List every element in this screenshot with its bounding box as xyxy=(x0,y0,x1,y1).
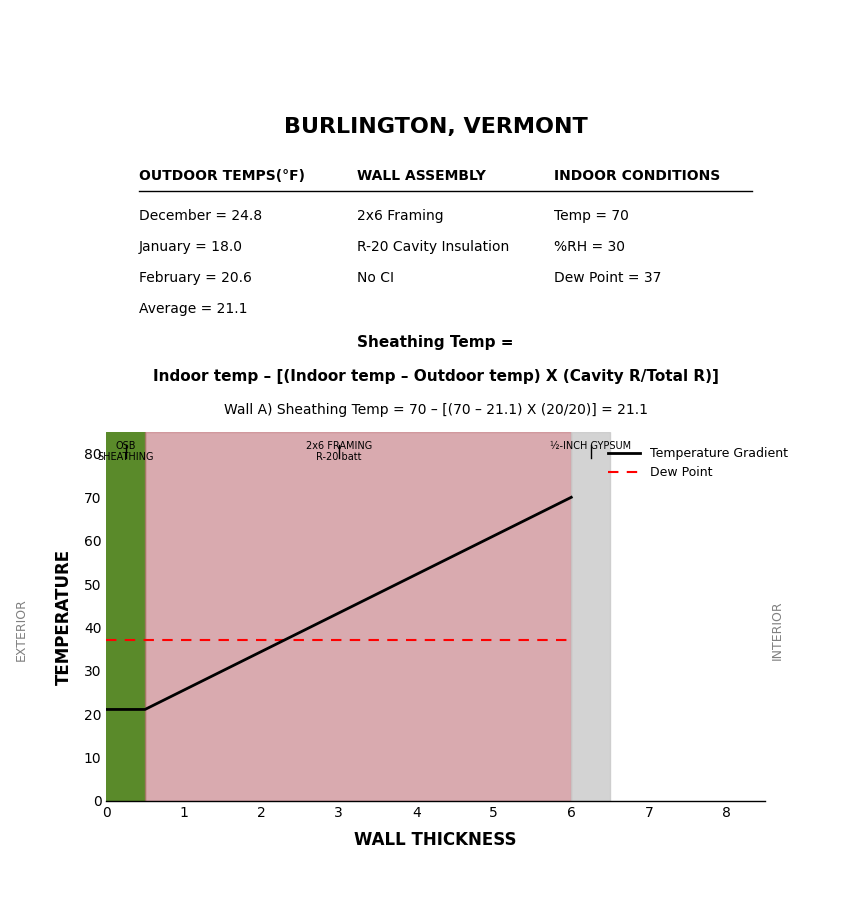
Text: Sheathing Temp =: Sheathing Temp = xyxy=(357,336,514,350)
Text: OSB
SHEATHING: OSB SHEATHING xyxy=(98,441,154,463)
Text: EXTERIOR: EXTERIOR xyxy=(14,598,28,662)
Text: Wall A) Sheathing Temp = 70 – [(70 – 21.1) X (20/20)] = 21.1: Wall A) Sheathing Temp = 70 – [(70 – 21.… xyxy=(224,403,648,417)
Text: February = 20.6: February = 20.6 xyxy=(139,271,252,285)
Bar xyxy=(106,432,145,801)
Text: No CI: No CI xyxy=(357,271,394,285)
Text: ½-INCH GYPSUM: ½-INCH GYPSUM xyxy=(550,441,632,451)
Y-axis label: TEMPERATURE: TEMPERATURE xyxy=(54,548,72,685)
Bar xyxy=(571,432,610,801)
Text: Indoor temp – [(Indoor temp – Outdoor temp) X (Cavity R/Total R)]: Indoor temp – [(Indoor temp – Outdoor te… xyxy=(153,369,718,384)
Text: 2x6 Framing: 2x6 Framing xyxy=(357,210,443,223)
Legend: Temperature Gradient, Dew Point: Temperature Gradient, Dew Point xyxy=(604,442,792,484)
Text: December = 24.8: December = 24.8 xyxy=(139,210,263,223)
Text: INDOOR CONDITIONS: INDOOR CONDITIONS xyxy=(554,169,721,184)
Text: Dew Point = 37: Dew Point = 37 xyxy=(554,271,661,285)
Text: Average = 21.1: Average = 21.1 xyxy=(139,302,247,316)
Text: INTERIOR: INTERIOR xyxy=(771,600,785,660)
Text: Temp = 70: Temp = 70 xyxy=(554,210,629,223)
X-axis label: WALL THICKNESS: WALL THICKNESS xyxy=(354,831,517,849)
Text: %RH = 30: %RH = 30 xyxy=(554,240,626,254)
Bar xyxy=(145,432,571,801)
Text: WALL ASSEMBLY: WALL ASSEMBLY xyxy=(357,169,485,184)
Text: BURLINGTON, VERMONT: BURLINGTON, VERMONT xyxy=(284,117,587,137)
Text: January = 18.0: January = 18.0 xyxy=(139,240,243,254)
Text: 2x6 FRAMING
R-20 batt: 2x6 FRAMING R-20 batt xyxy=(306,441,371,463)
Text: OUTDOOR TEMPS(°F): OUTDOOR TEMPS(°F) xyxy=(139,169,305,184)
Text: R-20 Cavity Insulation: R-20 Cavity Insulation xyxy=(357,240,509,254)
